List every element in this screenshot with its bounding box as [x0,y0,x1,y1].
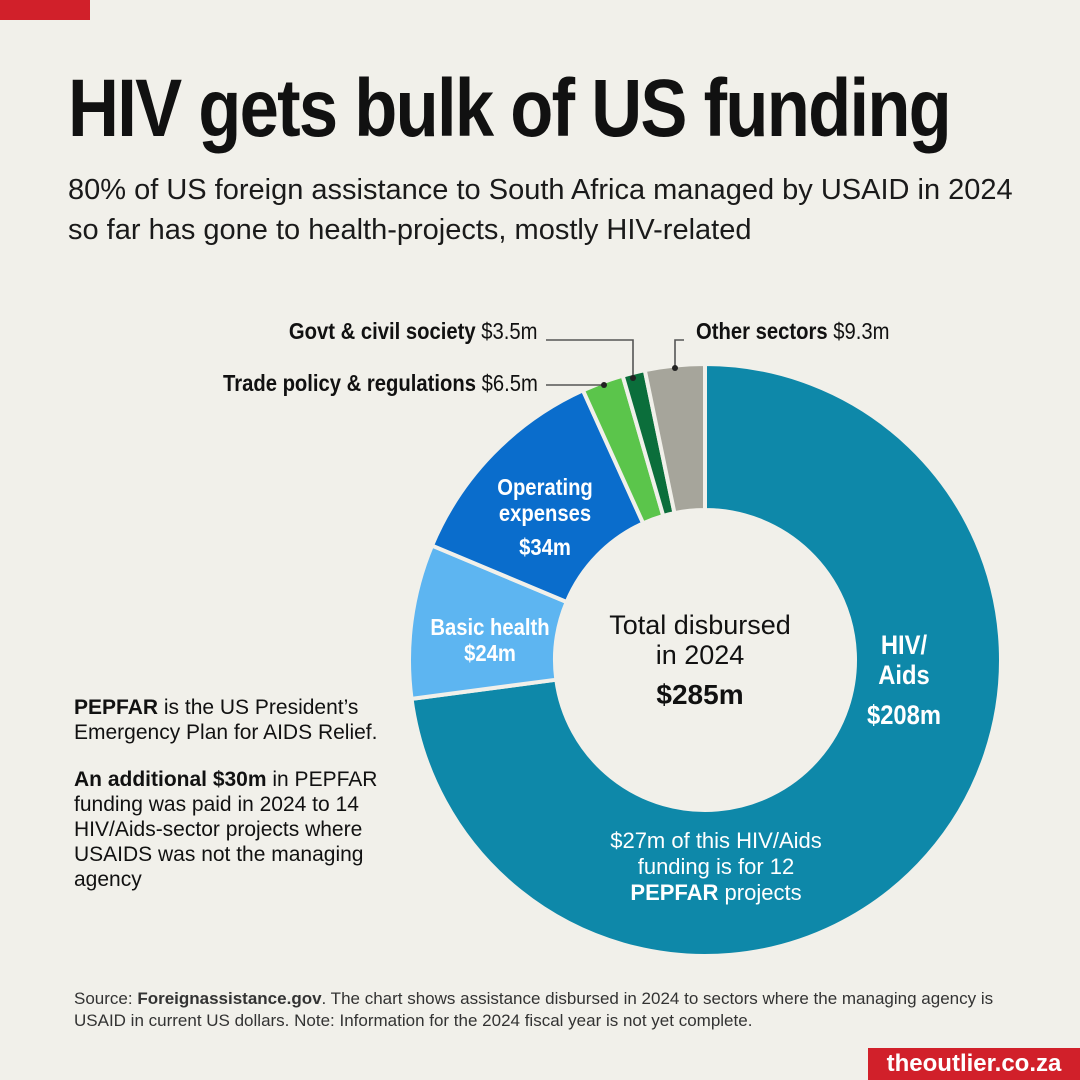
center-value: $285m [656,679,744,710]
accent-bar [0,0,90,20]
leader-dot-govt [630,375,636,381]
leader-line-other [674,339,684,367]
center-label: Total disbursed in 2024 $285m [600,610,800,710]
leader-line-govt [546,339,634,378]
side-note: PEPFAR is the US President’s Emergency P… [74,696,378,891]
subtitle: 80% of US foreign assistance to South Af… [68,174,1013,246]
slice-other-sectors [642,362,707,516]
label-basic-health: Basic health $24m [430,614,550,666]
leader-dot-trade [601,382,607,388]
label-trade: Trade policy & regulations $6.5m [223,370,538,396]
brand-logo: theoutlier.co.za [868,1048,1080,1080]
label-operating: Operating expenses $34m [497,474,593,560]
pepfar-annotation: $27m of this HIV/Aids funding is for 12 … [610,828,822,905]
label-hiv: HIV/ Aids $208m [866,630,941,730]
page-title: HIV gets bulk of US funding [68,63,952,154]
source-note: Source: Foreignassistance.gov. The chart… [74,989,994,1030]
label-govt: Govt & civil society $3.5m [289,318,538,344]
label-other: Other sectors $9.3m [696,318,890,344]
leader-dot-other [672,365,678,371]
slice-hiv-aids [409,362,1003,958]
